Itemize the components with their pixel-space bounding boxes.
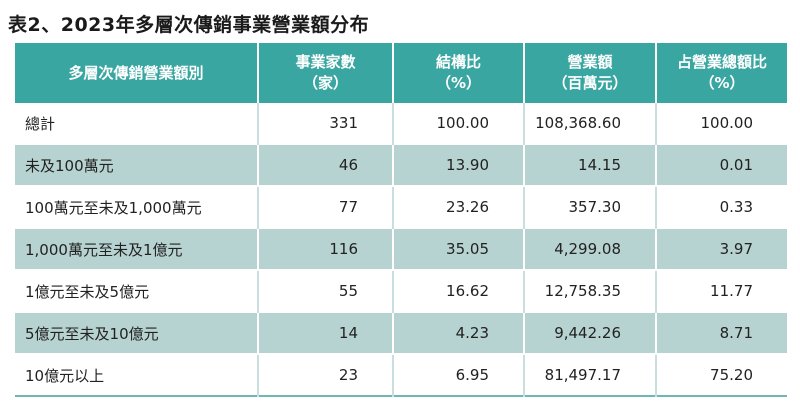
header-structure-ratio: 結構比 （%） xyxy=(393,43,525,103)
row-label: 10億元以上 xyxy=(15,354,259,396)
structure-ratio-cell: 4.23 xyxy=(393,312,525,354)
revenue-cell: 108,368.60 xyxy=(524,103,657,144)
structure-ratio-cell: 23.26 xyxy=(393,186,525,228)
table-title: 表2、2023年多層次傳銷事業營業額分布 xyxy=(8,14,370,36)
revenue-share-cell: 11.77 xyxy=(656,270,787,312)
structure-ratio-cell: 35.05 xyxy=(393,228,525,270)
revenue-share-cell: 100.00 xyxy=(656,103,787,144)
business-count-cell: 14 xyxy=(258,312,394,354)
table-body: 總計 331 100.00 108,368.60 100.00 未及100萬元 … xyxy=(15,103,787,396)
header-business-count: 事業家數 （家） xyxy=(258,43,394,103)
table-row: 1億元至未及5億元 55 16.62 12,758.35 11.77 xyxy=(15,270,787,312)
revenue-cell: 12,758.35 xyxy=(524,270,657,312)
revenue-cell: 81,497.17 xyxy=(524,354,657,396)
revenue-share-cell: 75.20 xyxy=(656,354,787,396)
revenue-cell: 14.15 xyxy=(524,144,657,186)
table-row: 100萬元至未及1,000萬元 77 23.26 357.30 0.33 xyxy=(15,186,787,228)
revenue-cell: 4,299.08 xyxy=(524,228,657,270)
revenue-cell: 9,442.26 xyxy=(524,312,657,354)
header-revenue-category-label: 多層次傳銷營業額別 xyxy=(68,63,204,82)
revenue-cell: 357.30 xyxy=(524,186,657,228)
business-count-cell: 46 xyxy=(258,144,394,186)
table-row: 總計 331 100.00 108,368.60 100.00 xyxy=(15,103,787,144)
business-count-cell: 116 xyxy=(258,228,394,270)
business-count-cell: 77 xyxy=(258,186,394,228)
structure-ratio-cell: 6.95 xyxy=(393,354,525,396)
row-label: 1億元至未及5億元 xyxy=(15,270,259,312)
revenue-share-cell: 3.97 xyxy=(656,228,787,270)
row-label: 100萬元至未及1,000萬元 xyxy=(15,186,259,228)
revenue-share-cell: 0.33 xyxy=(656,186,787,228)
table-header: 多層次傳銷營業額別 事業家數 （家） 結構比 （%） 營業額 （百萬元） 占營業… xyxy=(15,43,787,103)
header-revenue-unit: （百萬元） xyxy=(552,74,628,92)
table-row: 10億元以上 23 6.95 81,497.17 75.20 xyxy=(15,354,787,396)
header-revenue-share: 占營業總額比 （%） xyxy=(656,43,787,103)
header-structure-ratio-label: 結構比 xyxy=(435,53,481,71)
structure-ratio-cell: 13.90 xyxy=(393,144,525,186)
revenue-share-cell: 8.71 xyxy=(656,312,787,354)
header-revenue-category: 多層次傳銷營業額別 xyxy=(15,43,259,103)
row-label: 總計 xyxy=(15,103,259,144)
row-label: 1,000萬元至未及1億元 xyxy=(15,228,259,270)
row-label: 未及100萬元 xyxy=(15,144,259,186)
structure-ratio-cell: 16.62 xyxy=(393,270,525,312)
header-business-count-unit: （家） xyxy=(302,74,348,92)
header-business-count-label: 事業家數 xyxy=(295,53,356,71)
business-count-cell: 23 xyxy=(258,354,394,396)
header-structure-ratio-unit: （%） xyxy=(435,74,482,92)
row-label: 5億元至未及10億元 xyxy=(15,312,259,354)
revenue-distribution-table: 多層次傳銷營業額別 事業家數 （家） 結構比 （%） 營業額 （百萬元） 占營業… xyxy=(15,43,787,397)
header-revenue: 營業額 （百萬元） xyxy=(524,43,657,103)
header-revenue-share-label: 占營業總額比 xyxy=(676,53,767,71)
business-count-cell: 55 xyxy=(258,270,394,312)
revenue-share-cell: 0.01 xyxy=(656,144,787,186)
header-revenue-share-unit: （%） xyxy=(699,74,745,92)
structure-ratio-cell: 100.00 xyxy=(393,103,525,144)
table-row: 1,000萬元至未及1億元 116 35.05 4,299.08 3.97 xyxy=(15,228,787,270)
business-count-cell: 331 xyxy=(258,103,394,144)
table-row: 5億元至未及10億元 14 4.23 9,442.26 8.71 xyxy=(15,312,787,354)
header-revenue-label: 營業額 xyxy=(567,53,613,71)
table-row: 未及100萬元 46 13.90 14.15 0.01 xyxy=(15,144,787,186)
